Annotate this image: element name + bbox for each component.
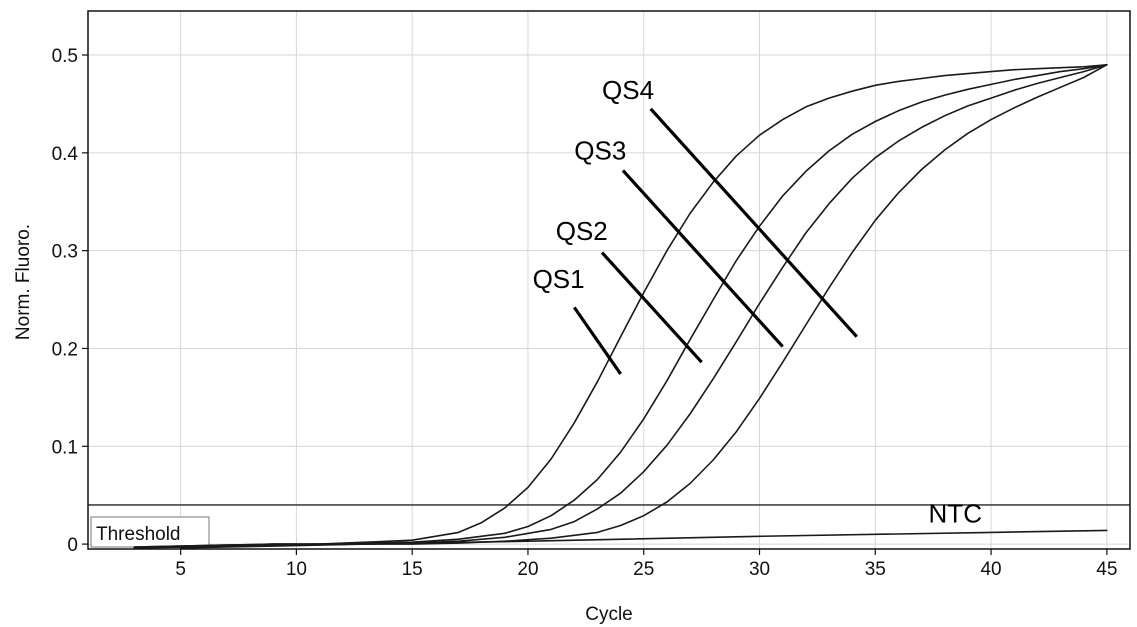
x-axis-title: Cycle <box>585 604 633 625</box>
threshold-label: Threshold <box>96 524 181 545</box>
x-tick-label: 5 <box>175 559 186 580</box>
annotation-label-ntc: NTC <box>929 499 982 529</box>
annotation-label-qs2: QS2 <box>556 216 608 246</box>
threshold-label-box <box>90 516 210 548</box>
annotation-leader-qs3 <box>621 169 784 348</box>
x-tick-label: 25 <box>633 559 654 580</box>
series-line-qs1 <box>133 64 1108 548</box>
series-lines <box>133 64 1108 549</box>
annotation-label-qs1: QS1 <box>533 264 585 294</box>
annotation-label-qs3: QS3 <box>574 136 626 166</box>
series-line-ntc <box>133 529 1108 549</box>
annotation-leader-qs1 <box>572 306 622 375</box>
annotation-leader-qs4 <box>649 107 858 338</box>
grid <box>88 11 1130 549</box>
axis-ticks: 5 10 15 20 25 30 35 40 45 0 0.1 0.2 0.3 0.4 0.5 <box>52 46 1118 580</box>
series-line-qs4 <box>179 64 1108 549</box>
y-tick-label: 0.3 <box>52 242 78 263</box>
annotation-label-qs4: QS4 <box>602 75 654 105</box>
x-tick-label: 40 <box>980 559 1001 580</box>
series-line-qs2 <box>133 64 1108 548</box>
x-tick-label: 10 <box>286 559 307 580</box>
x-tick-label: 20 <box>517 559 538 580</box>
x-tick-label: 15 <box>402 559 423 580</box>
y-axis-title: Norm. Fluoro. <box>13 224 34 340</box>
y-tick-label: 0.2 <box>52 339 78 360</box>
x-tick-label: 45 <box>1096 559 1117 580</box>
y-tick-label: 0.5 <box>52 46 78 67</box>
annotations: QS1 QS2 QS3 QS4 NTC <box>533 75 982 529</box>
y-tick-label: 0.1 <box>52 437 78 458</box>
threshold: Threshold <box>88 504 1130 548</box>
x-tick-label: 30 <box>749 559 770 580</box>
y-tick-label: 0 <box>67 535 78 556</box>
plot-frame <box>87 10 1131 550</box>
x-tick-label: 35 <box>865 559 886 580</box>
annotation-leader-qs2 <box>600 251 703 364</box>
y-tick-label: 0.4 <box>52 144 79 165</box>
